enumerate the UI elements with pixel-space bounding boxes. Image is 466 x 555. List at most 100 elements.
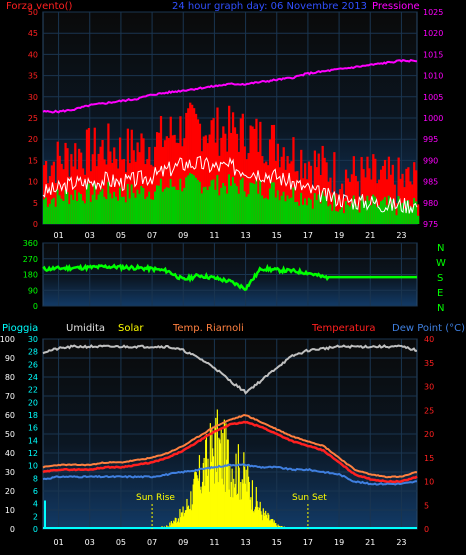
wind-gust-bar	[179, 116, 182, 224]
wind-gust-bar	[124, 172, 128, 224]
solar-bar	[210, 461, 212, 529]
solar-bar	[216, 409, 218, 529]
solar-bar	[173, 520, 175, 529]
wind-avg-bar	[226, 193, 229, 224]
wind-gust-bar	[48, 176, 52, 224]
wind-gust-bar	[181, 146, 184, 224]
solar-bar	[187, 505, 190, 529]
solar-bar	[230, 481, 232, 529]
wind-gust-bar	[157, 132, 161, 224]
y-tick-label-temperature: 30	[424, 383, 434, 392]
wind-gust-bar	[265, 161, 268, 224]
solar-bar	[231, 468, 233, 529]
wind-gust-bar	[87, 128, 91, 224]
wind-avg-bar	[46, 206, 50, 224]
solar-bar	[253, 512, 255, 529]
solar-bar	[184, 512, 186, 529]
wind-avg-bar	[175, 189, 178, 224]
wind-gust-bar	[385, 179, 389, 224]
wind-gust-bar	[342, 198, 346, 224]
x-tick-label: 05	[116, 538, 126, 547]
x-tick-label: 15	[272, 538, 282, 547]
wind-avg-bar	[245, 196, 248, 224]
wind-avg-bar	[44, 197, 48, 224]
wind-avg-bar	[144, 198, 147, 224]
solar-bar	[219, 439, 221, 529]
y-tick-label-direction: 90	[28, 286, 38, 295]
direction-line	[42, 263, 417, 292]
wind-avg-bar	[302, 204, 305, 224]
wind-avg-bar	[372, 194, 375, 224]
wind-avg-bar	[341, 207, 344, 224]
y-tick-label-wind: 40	[28, 50, 38, 59]
wind-gust-bar	[403, 187, 406, 224]
solar-bar	[181, 512, 183, 529]
solar-bar	[268, 520, 271, 529]
solar-bar	[215, 417, 217, 529]
solar-bar	[177, 521, 179, 529]
solar-bar	[272, 518, 274, 529]
solar-bar	[260, 511, 262, 529]
solar-bar	[198, 455, 201, 529]
wind-gust-bar	[212, 118, 215, 224]
solar-bar	[208, 491, 211, 529]
wind-gust-bar	[307, 161, 311, 224]
compass-n-top: N	[437, 243, 444, 254]
wind-avg-bar	[290, 197, 293, 224]
wind-gust-bar	[70, 154, 73, 224]
y-tick-label-wind: 45	[28, 29, 38, 38]
solar-bar	[182, 506, 184, 529]
wind-avg-bar	[132, 193, 135, 224]
wind-gust-bar	[132, 150, 135, 224]
wind-avg-bar	[136, 189, 139, 224]
y-tick-label-temperature: 20	[424, 430, 434, 439]
solar-bar	[240, 499, 243, 529]
compass-n-bottom: N	[437, 303, 444, 314]
y-tick-label-humidity: 10	[5, 506, 15, 515]
solar-bar	[187, 506, 189, 529]
solar-bar	[205, 439, 207, 529]
solar-bar	[219, 443, 222, 529]
solar-bar	[195, 472, 197, 529]
solar-bar	[171, 522, 173, 529]
wind-gust-bar	[161, 147, 165, 224]
wind-gust-bar	[85, 129, 89, 224]
y-tick-label-direction: 270	[23, 255, 38, 264]
wind-gust-bar	[185, 112, 188, 224]
wind-avg-bar	[313, 193, 317, 224]
solar-bar	[188, 509, 190, 529]
wind-gust-bar	[323, 157, 326, 224]
wind-avg-bar	[378, 205, 381, 224]
solar-bar	[222, 484, 225, 529]
y-tick-label-wind: 0	[33, 220, 38, 229]
wind-avg-bar	[300, 192, 303, 224]
wind-gust-bar	[239, 118, 242, 224]
wind-avg-bar	[350, 203, 354, 224]
compass-e: E	[437, 288, 443, 299]
wind-gust-bar	[148, 147, 151, 224]
solar-bar	[259, 501, 261, 529]
wind-gust-bar	[74, 143, 77, 224]
wind-avg-bar	[122, 196, 126, 224]
wind-gust-bar	[401, 173, 404, 224]
wind-avg-bar	[288, 198, 291, 224]
solar-bar	[176, 522, 178, 529]
wind-gust-bar	[222, 126, 225, 224]
wind-gust-bar	[372, 154, 375, 224]
wind-avg-bar	[191, 173, 194, 224]
wind-avg-bar	[360, 195, 363, 224]
wind-avg-bar	[415, 201, 418, 224]
solar-bar	[215, 471, 218, 529]
solar-bar	[242, 483, 244, 529]
solar-bar	[246, 491, 248, 529]
wind-gust-bar	[171, 135, 174, 224]
wind-avg-bar	[107, 181, 110, 224]
wind-gust-bar	[286, 156, 289, 224]
wind-avg-bar	[401, 202, 404, 224]
wind-gust-bar	[165, 136, 168, 224]
wind-gust-bar	[241, 113, 244, 224]
wind-gust-bar	[72, 166, 75, 224]
solar-bar	[261, 514, 263, 529]
wind-avg-bar	[403, 208, 406, 224]
wind-avg-bar	[284, 201, 287, 224]
